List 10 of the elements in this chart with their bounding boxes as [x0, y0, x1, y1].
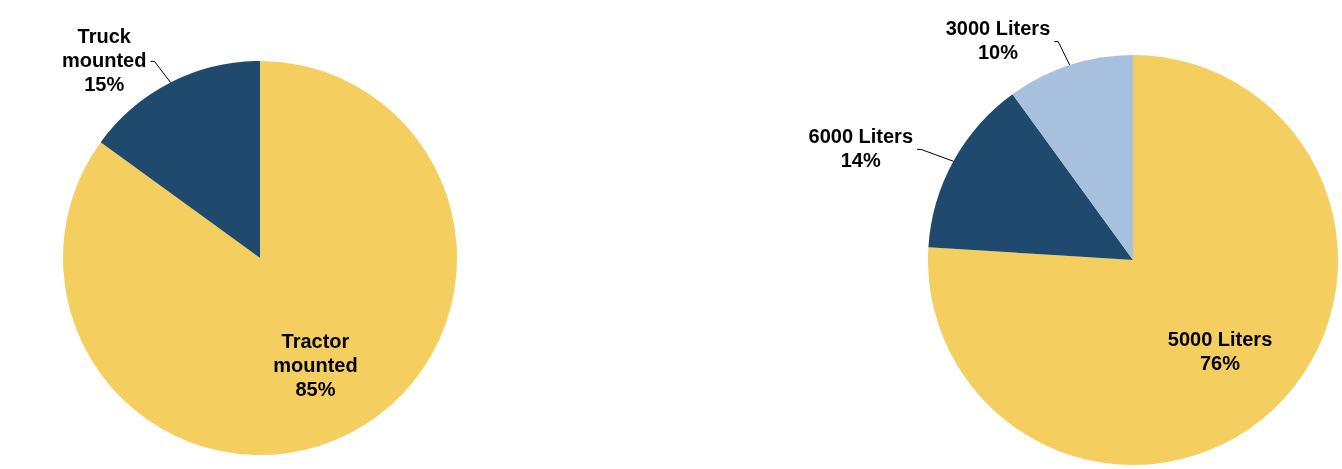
slice-label: Truck mounted — [62, 24, 147, 71]
slice-label: 3000 Liters — [945, 17, 1051, 40]
data-label: 15% — [84, 72, 125, 95]
data-label: 85% — [295, 378, 336, 401]
slice-label: Tractor mounted — [273, 330, 358, 377]
data-label: 10% — [977, 41, 1019, 64]
slice-label: 5000 Liters — [1167, 328, 1273, 351]
data-label: 76% — [1199, 352, 1241, 375]
slice-label: 6000 Liters — [808, 124, 914, 147]
data-label: 14% — [840, 148, 881, 171]
